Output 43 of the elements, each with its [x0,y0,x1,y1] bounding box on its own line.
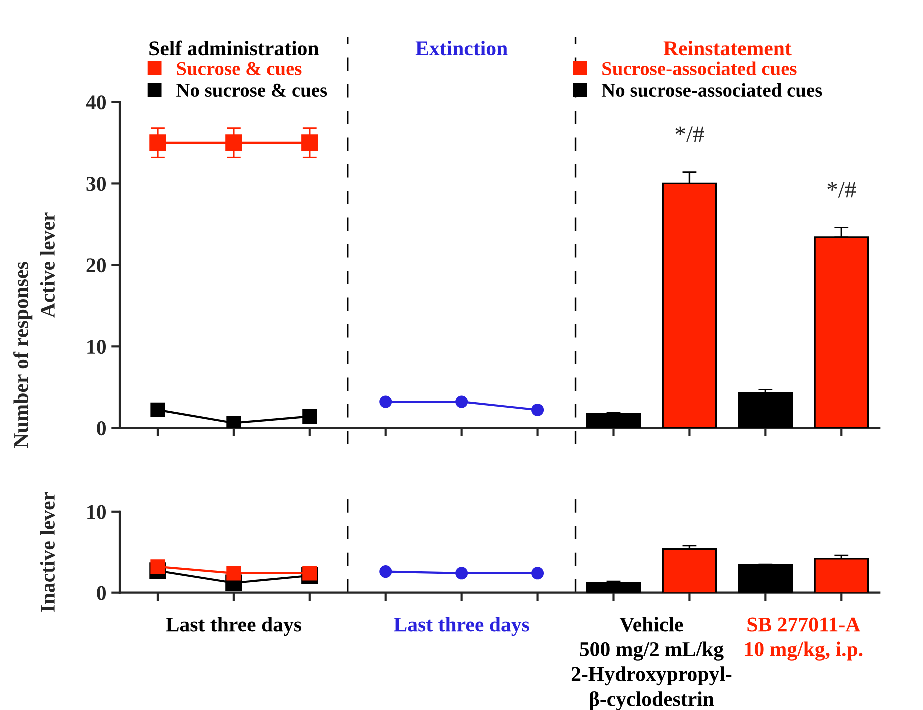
point [532,404,544,416]
point [302,409,318,424]
text: SB 277011-A 10 mg/kg, i.p. [745,618,863,661]
point [150,402,166,418]
bar [738,564,794,593]
point [532,567,544,580]
bar [738,392,794,428]
point [226,566,242,581]
y-tick-label: 0 [97,422,106,436]
bar [586,582,642,593]
y-tick-label: 10 [88,505,106,520]
point [302,134,318,152]
text: Last three days [166,617,302,636]
text: Self administration [150,40,319,56]
point [150,560,166,574]
point [456,396,468,408]
legend-label: No sucrose-associated cues [602,83,822,98]
data-label: */# [828,182,856,198]
text: Last three days [394,617,530,636]
y-axis-title: Active lever [40,212,55,318]
point [380,396,392,408]
bar [814,558,870,593]
bar [586,413,642,428]
y-axis-title: Inactive lever [40,492,55,612]
y-tick-label: 0 [97,586,106,600]
text: Number of responses [14,262,33,448]
bar [662,548,718,593]
y-tick-label: 40 [86,96,106,110]
point [456,567,468,580]
point [226,134,242,152]
data-label: */# [676,126,704,143]
text: Extinction [416,40,508,56]
point [380,566,392,578]
y-tick-label: 30 [86,177,106,192]
y-tick-label: 20 [86,258,106,273]
point [226,416,242,428]
legend-label: Sucrose & cues [177,62,302,76]
legend-label: Sucrose-associated cues [602,62,797,76]
text: Reinstatement [664,40,792,56]
point [302,566,318,581]
legend-label: No sucrose & cues [176,84,328,98]
point [150,134,166,152]
y-tick-label: 10 [88,340,106,354]
